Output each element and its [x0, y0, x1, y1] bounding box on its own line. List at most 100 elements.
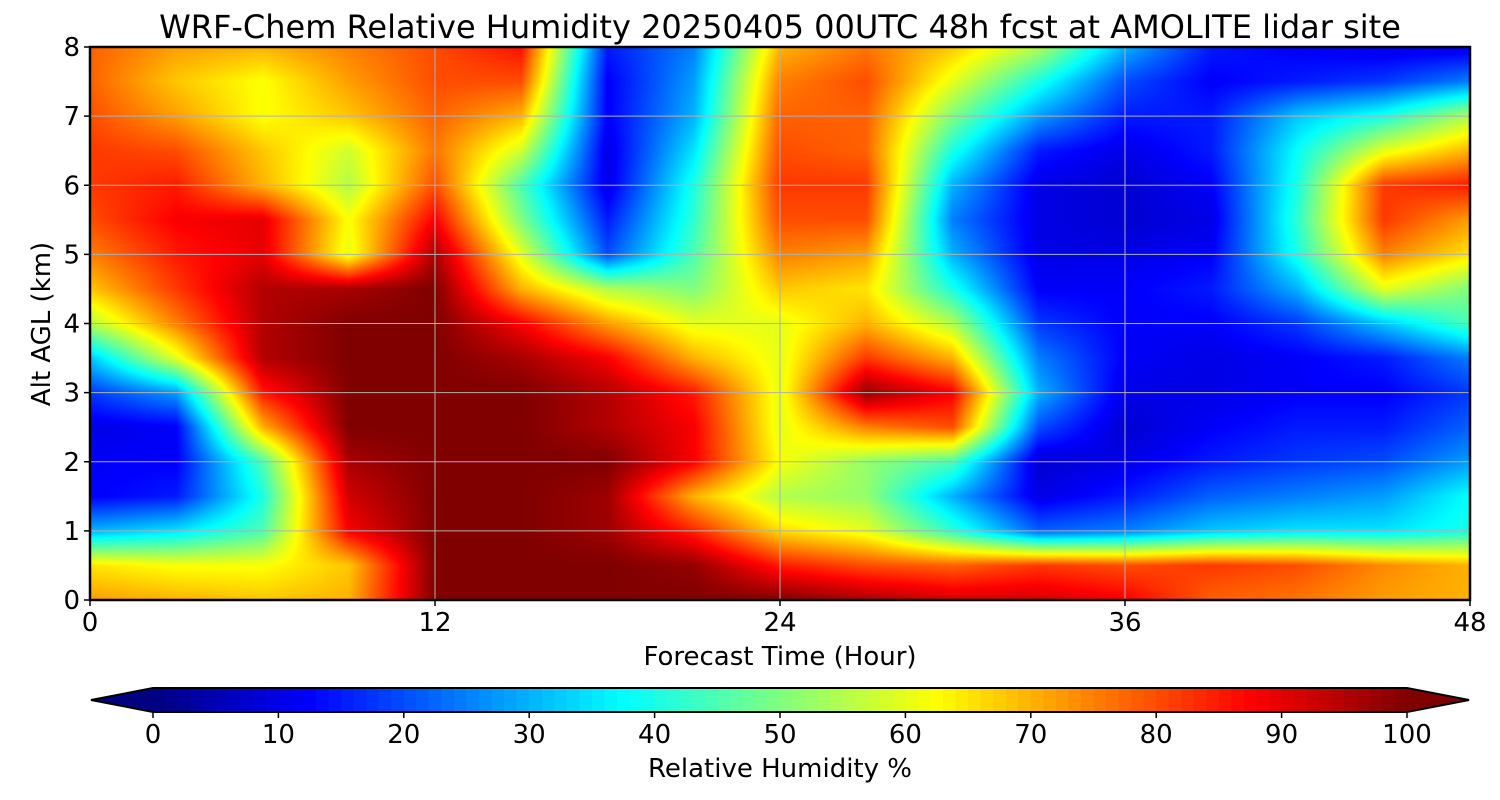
colorbar-segment — [203, 688, 217, 712]
colorbar-segment — [1030, 688, 1044, 712]
colorbar-segment — [1093, 688, 1107, 712]
y-axis-label: Alt AGL (km) — [27, 242, 57, 406]
colorbar-segment — [629, 688, 643, 712]
colorbar: 0 10 20 30 40 50 60 70 80 90 100 — [90, 687, 1470, 750]
colorbar-segment — [905, 688, 919, 712]
colorbar-tick-label: 60 — [889, 720, 922, 750]
colorbar-segment — [968, 688, 982, 712]
colorbar-low-extend — [91, 688, 153, 712]
colorbar-segment — [1256, 688, 1270, 712]
colorbar-segment — [391, 688, 405, 712]
colorbar-segment — [1218, 688, 1233, 712]
colorbar-tick-label: 20 — [387, 720, 420, 750]
colorbar-segment — [780, 688, 794, 712]
colorbar-segment — [1356, 688, 1370, 712]
chart-title: WRF-Chem Relative Humidity 20250405 00UT… — [159, 8, 1401, 46]
colorbar-segment — [366, 688, 380, 712]
colorbar-segment — [679, 688, 693, 712]
colorbar-segment — [692, 688, 706, 712]
colorbar-segment — [754, 688, 769, 712]
colorbar-tick-label: 90 — [1265, 720, 1298, 750]
colorbar-segment — [1181, 688, 1195, 712]
colorbar-segment — [153, 688, 167, 712]
colorbar-segment — [1118, 688, 1132, 712]
colorbar-segment — [253, 688, 267, 712]
colorbar-segment — [566, 688, 580, 712]
colorbar-segment — [541, 688, 555, 712]
colorbar-segment — [1168, 688, 1182, 712]
x-tick-label: 24 — [763, 608, 796, 638]
colorbar-segment — [1281, 688, 1295, 712]
colorbar-segment — [805, 688, 819, 712]
colorbar-segment — [880, 688, 894, 712]
colorbar-segment — [604, 688, 618, 712]
colorbar-segment — [1243, 688, 1258, 712]
colorbar-segment — [466, 688, 480, 712]
colorbar-segment — [892, 688, 906, 712]
colorbar-segment — [654, 688, 668, 712]
colorbar-segment — [428, 688, 443, 712]
colorbar-segment — [917, 688, 932, 712]
colorbar-segment — [855, 688, 869, 712]
colorbar-segment — [943, 688, 957, 712]
colorbar-segment — [479, 688, 493, 712]
colorbar-segment — [817, 688, 831, 712]
colorbar-segment — [792, 688, 806, 712]
colorbar-segment — [616, 688, 631, 712]
colorbar-segment — [704, 688, 718, 712]
colorbar-segment — [742, 688, 756, 712]
colorbar-segment — [328, 688, 342, 712]
colorbar-segment — [591, 688, 606, 712]
colorbar-tick-label: 40 — [638, 720, 671, 750]
y-tick-label: 3 — [63, 379, 80, 409]
grid-lines — [90, 47, 1470, 600]
colorbar-segment — [1206, 688, 1220, 712]
colorbar-segment — [228, 688, 242, 712]
colorbar-segment — [1080, 688, 1095, 712]
colorbar-segment — [529, 688, 543, 712]
y-tick-label: 8 — [63, 33, 80, 63]
colorbar-segment — [1231, 688, 1245, 712]
colorbar-segment — [1269, 688, 1283, 712]
colorbar-segment — [1055, 688, 1070, 712]
y-tick-label: 2 — [63, 448, 80, 478]
colorbar-segment — [178, 688, 192, 712]
colorbar-tick-label: 100 — [1382, 720, 1432, 750]
colorbar-high-extend — [1407, 688, 1469, 712]
colorbar-segment — [516, 688, 530, 712]
colorbar-segment — [767, 688, 781, 712]
colorbar-segment — [1043, 688, 1057, 712]
colorbar-segment — [1306, 688, 1320, 712]
colorbar-segment — [403, 688, 417, 712]
colorbar-segment — [1344, 688, 1358, 712]
colorbar-segment — [341, 688, 355, 712]
colorbar-segment — [1068, 688, 1082, 712]
colorbar-segment — [830, 688, 844, 712]
colorbar-segment — [215, 688, 229, 712]
colorbar-segment — [1193, 688, 1207, 712]
colorbar-segment — [378, 688, 392, 712]
colorbar-segment — [1106, 688, 1120, 712]
colorbar-segment — [1018, 688, 1032, 712]
colorbar-segment — [1131, 688, 1145, 712]
y-tick-label: 1 — [63, 517, 80, 547]
colorbar-segment — [667, 688, 681, 712]
colorbar-segment — [504, 688, 518, 712]
y-tick-label: 5 — [63, 240, 80, 270]
colorbar-tick-label: 10 — [262, 720, 295, 750]
colorbar-segment — [955, 688, 969, 712]
colorbar-segment — [1331, 688, 1345, 712]
colorbar-tick-label: 50 — [763, 720, 796, 750]
colorbar-segment — [491, 688, 505, 712]
x-tick-label: 48 — [1453, 608, 1486, 638]
colorbar-segment — [554, 688, 568, 712]
colorbar-segment — [993, 688, 1007, 712]
colorbar-segment — [441, 688, 455, 712]
colorbar-segment — [416, 688, 430, 712]
colorbar-tick-label: 0 — [145, 720, 162, 750]
colorbar-segment — [353, 688, 367, 712]
colorbar-segment — [867, 688, 881, 712]
colorbar-segment — [190, 688, 204, 712]
